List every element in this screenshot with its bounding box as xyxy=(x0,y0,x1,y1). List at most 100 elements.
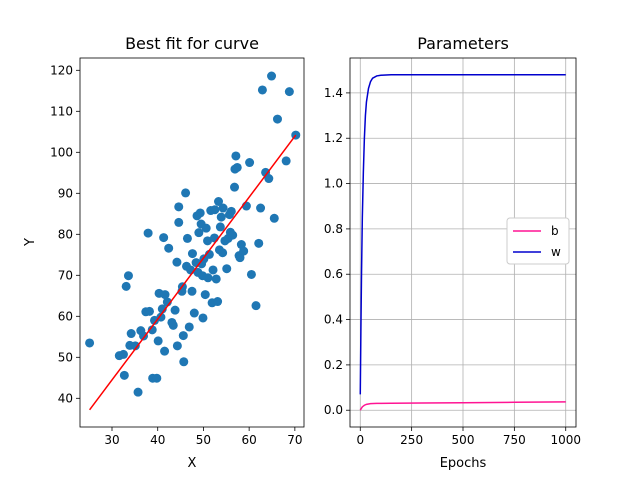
scatter-point xyxy=(172,341,182,351)
scatter-point xyxy=(235,253,245,263)
scatter-point xyxy=(170,305,180,315)
scatter-point xyxy=(201,223,211,233)
legend-label-b: b xyxy=(551,224,559,238)
scatter-point xyxy=(256,203,266,213)
y-tick-label: 70 xyxy=(58,268,73,282)
scatter-point xyxy=(284,87,294,97)
scatter-point xyxy=(251,301,261,311)
scatter-point xyxy=(231,151,241,161)
scatter-point xyxy=(203,273,213,283)
y-tick-label: 1.2 xyxy=(324,131,343,145)
scatter-point xyxy=(182,233,192,243)
scatter-point xyxy=(264,174,274,184)
scatter-point xyxy=(147,325,157,335)
scatter-point xyxy=(187,249,197,259)
y-tick-label: 110 xyxy=(50,104,73,118)
axes-frame xyxy=(349,57,577,428)
scatter-point xyxy=(228,230,238,240)
scatter-point xyxy=(159,233,169,243)
y-tick-label: 1.0 xyxy=(324,177,343,191)
legend: b w xyxy=(506,217,570,265)
scatter-point xyxy=(121,281,131,291)
scatter-point xyxy=(181,188,191,198)
y-tick-label: 0.8 xyxy=(324,222,343,236)
scatter-point xyxy=(160,346,170,356)
scatter-point xyxy=(230,182,240,192)
scatter-point xyxy=(143,228,153,238)
scatter-point xyxy=(211,274,221,284)
axes-frame xyxy=(79,57,305,428)
y-tick-label: 100 xyxy=(50,145,73,159)
scatter-point xyxy=(232,162,242,172)
scatter-point xyxy=(168,320,178,330)
scatter-point xyxy=(133,387,143,397)
scatter-point xyxy=(172,257,182,267)
x-tick-label: 0 xyxy=(356,433,364,447)
scatter-chart: Best fit for curve 30 40 50 60 70 40 50 60 70 80 9… xyxy=(23,34,305,471)
scatter-point xyxy=(267,71,277,81)
x-tick-label: 750 xyxy=(503,433,526,447)
scatter-point xyxy=(144,306,154,316)
scatter-point xyxy=(245,158,255,168)
scatter-point xyxy=(160,290,170,300)
scatter-plot-area: 30 40 50 60 70 40 50 60 70 80 90 100 110 120 xyxy=(50,57,305,447)
scatter-point xyxy=(189,308,199,318)
scatter-point xyxy=(257,85,267,95)
y-tick-label: 40 xyxy=(58,391,73,405)
scatter-point xyxy=(198,313,208,323)
scatter-x-axis-label: X xyxy=(188,456,197,471)
scatter-point xyxy=(218,248,228,258)
x-tick-label: 70 xyxy=(287,433,302,447)
scatter-point xyxy=(152,373,162,383)
scatter-point xyxy=(239,246,249,256)
scatter-point xyxy=(254,238,264,248)
scatter-y-axis-label: Y xyxy=(23,238,38,247)
x-tick-label: 250 xyxy=(400,433,423,447)
scatter-point xyxy=(213,297,223,307)
fit-line xyxy=(89,134,297,411)
parameters-chart: Parameters 0 250 500 750 1000 0.0 0.2 0.4 0.6 0.8… xyxy=(324,34,581,471)
scatter-point xyxy=(179,357,189,367)
scatter-point xyxy=(85,338,95,348)
scatter-point xyxy=(184,322,194,332)
scatter-point xyxy=(203,236,213,246)
scatter-point xyxy=(118,349,128,359)
scatter-point xyxy=(194,228,204,238)
x-tick-label: 50 xyxy=(196,433,211,447)
scatter-point xyxy=(214,197,224,206)
y-tick-label: 90 xyxy=(58,186,73,200)
y-tick-label: 60 xyxy=(58,309,73,323)
series-line-b xyxy=(359,401,566,411)
y-tick-label: 80 xyxy=(58,227,73,241)
x-tick-label: 500 xyxy=(452,433,475,447)
scatter-point xyxy=(119,370,129,380)
parameters-x-axis-label: Epochs xyxy=(440,456,487,471)
scatter-point xyxy=(187,286,197,296)
y-tick-label: 0.0 xyxy=(324,403,343,417)
scatter-point xyxy=(156,312,166,322)
parameters-plot-area: 0 250 500 750 1000 0.0 0.2 0.4 0.6 0.8 1.0 1.2 1.4 xyxy=(324,57,581,447)
scatter-point xyxy=(209,233,219,243)
scatter-point xyxy=(174,217,184,227)
scatter-point xyxy=(164,243,174,253)
series-line-w xyxy=(359,74,566,395)
x-tick-label: 1000 xyxy=(550,433,581,447)
scatter-point xyxy=(208,265,218,275)
scatter-point xyxy=(130,341,140,351)
scatter-point xyxy=(195,208,205,218)
scatter-point xyxy=(272,114,282,124)
scatter-point xyxy=(246,269,256,279)
y-tick-label: 1.4 xyxy=(324,86,343,100)
x-tick-label: 40 xyxy=(150,433,165,447)
parameters-chart-title: Parameters xyxy=(417,34,509,53)
y-tick-label: 0.6 xyxy=(324,267,343,281)
legend-label-w: w xyxy=(551,245,561,259)
scatter-point xyxy=(153,336,163,346)
scatter-point xyxy=(269,213,279,223)
y-tick-label: 0.4 xyxy=(324,313,343,327)
scatter-point xyxy=(281,156,291,166)
y-tick-label: 0.2 xyxy=(324,358,343,372)
scatter-point xyxy=(123,271,133,281)
y-tick-label: 120 xyxy=(50,63,73,77)
